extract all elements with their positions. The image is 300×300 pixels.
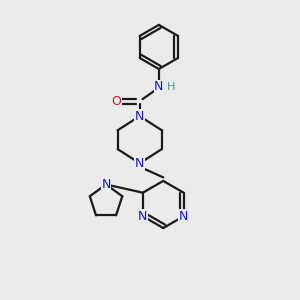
Text: H: H [167, 82, 176, 92]
Text: N: N [135, 157, 144, 170]
Text: O: O [111, 95, 121, 108]
Text: N: N [138, 210, 148, 223]
Text: N: N [101, 178, 111, 191]
Text: N: N [135, 110, 144, 123]
Text: N: N [179, 210, 188, 223]
Text: N: N [154, 80, 164, 93]
